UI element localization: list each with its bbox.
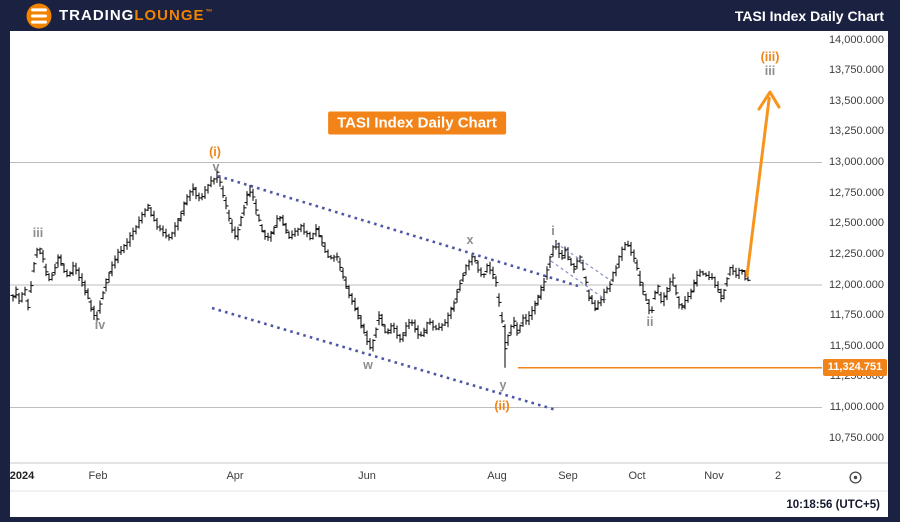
channel-trendline-upper [217, 174, 579, 288]
trademark-symbol: ™ [205, 9, 214, 16]
price-bars [10, 168, 751, 368]
mini-channel-line-1 [555, 242, 611, 281]
clock: 10:18:56 (UTC+5) [786, 499, 880, 511]
header: TRADINGLOUNGE™ TASI Index Daily Chart [0, 0, 900, 31]
brand-name: TRADINGLOUNGE™ [59, 8, 214, 23]
page-title: TASI Index Daily Chart [734, 7, 884, 24]
projection-arrow-shaft [745, 96, 771, 278]
mini-channel-line-2 [550, 260, 607, 301]
brand-logo: TRADINGLOUNGE™ [26, 3, 214, 29]
channel-trendline-lower [211, 306, 557, 412]
projection-arrow-head [757, 90, 781, 111]
tradinglounge-logo-icon [26, 3, 52, 29]
brand-lounge: LOUNGE [134, 7, 205, 24]
chart-settings-icon[interactable] [848, 470, 863, 485]
brand-trading: TRADING [59, 7, 135, 24]
